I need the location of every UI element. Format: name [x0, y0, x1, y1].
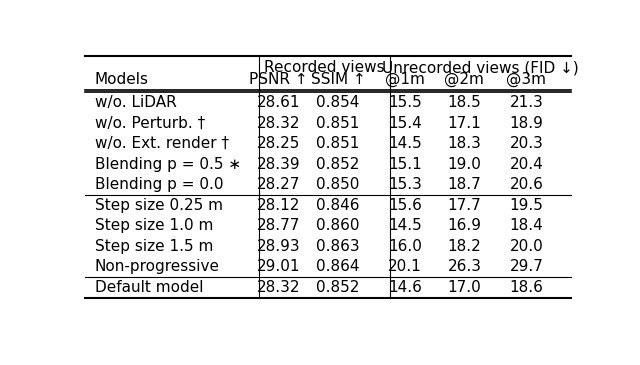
Text: Blending p = 0.0: Blending p = 0.0: [95, 177, 223, 192]
Text: 16.9: 16.9: [447, 218, 481, 233]
Text: @2m: @2m: [444, 72, 484, 87]
Text: 28.93: 28.93: [257, 239, 300, 254]
Text: 20.3: 20.3: [509, 136, 543, 151]
Text: 0.850: 0.850: [316, 177, 360, 192]
Text: 18.5: 18.5: [447, 95, 481, 110]
Text: 14.5: 14.5: [388, 136, 422, 151]
Text: 0.863: 0.863: [316, 239, 360, 254]
Text: 15.1: 15.1: [388, 157, 422, 172]
Text: 20.1: 20.1: [388, 259, 422, 274]
Text: Default model: Default model: [95, 280, 204, 295]
Text: PSNR ↑: PSNR ↑: [249, 72, 308, 87]
Text: 15.4: 15.4: [388, 116, 422, 131]
Text: @3m: @3m: [506, 72, 547, 87]
Text: @1m: @1m: [385, 72, 425, 87]
Text: w/o. Ext. render †: w/o. Ext. render †: [95, 136, 229, 151]
Text: 18.4: 18.4: [509, 218, 543, 233]
Text: Models: Models: [95, 72, 149, 87]
Text: 28.25: 28.25: [257, 136, 300, 151]
Text: 15.5: 15.5: [388, 95, 422, 110]
Text: 28.39: 28.39: [257, 157, 300, 172]
Text: 18.9: 18.9: [509, 116, 543, 131]
Text: 19.0: 19.0: [447, 157, 481, 172]
Text: 14.5: 14.5: [388, 218, 422, 233]
Text: 21.3: 21.3: [509, 95, 543, 110]
Text: 29.7: 29.7: [509, 259, 543, 274]
Text: 17.0: 17.0: [447, 280, 481, 295]
Text: 18.3: 18.3: [447, 136, 481, 151]
Text: Recorded views: Recorded views: [264, 60, 385, 75]
Text: 18.7: 18.7: [447, 177, 481, 192]
Text: Step size 1.5 m: Step size 1.5 m: [95, 239, 213, 254]
Text: 28.12: 28.12: [257, 198, 300, 213]
Text: 28.77: 28.77: [257, 218, 300, 233]
Text: 0.854: 0.854: [316, 95, 360, 110]
Text: Step size 0.25 m: Step size 0.25 m: [95, 198, 223, 213]
Text: Unrecorded views (FID ↓): Unrecorded views (FID ↓): [382, 60, 579, 75]
Text: 0.851: 0.851: [316, 136, 360, 151]
Text: 20.0: 20.0: [509, 239, 543, 254]
Text: w/o. Perturb. †: w/o. Perturb. †: [95, 116, 205, 131]
Text: 14.6: 14.6: [388, 280, 422, 295]
Text: 0.864: 0.864: [316, 259, 360, 274]
Text: 28.32: 28.32: [257, 116, 300, 131]
Text: 28.32: 28.32: [257, 280, 300, 295]
Text: 28.61: 28.61: [257, 95, 300, 110]
Text: Non-progressive: Non-progressive: [95, 259, 220, 274]
Text: 18.6: 18.6: [509, 280, 543, 295]
Text: SSIM ↑: SSIM ↑: [310, 72, 365, 87]
Text: 20.6: 20.6: [509, 177, 543, 192]
Text: 0.852: 0.852: [316, 157, 360, 172]
Text: 19.5: 19.5: [509, 198, 543, 213]
Text: 0.852: 0.852: [316, 280, 360, 295]
Text: 0.851: 0.851: [316, 116, 360, 131]
Text: 16.0: 16.0: [388, 239, 422, 254]
Text: 15.6: 15.6: [388, 198, 422, 213]
Text: 18.2: 18.2: [447, 239, 481, 254]
Text: 15.3: 15.3: [388, 177, 422, 192]
Text: 0.846: 0.846: [316, 198, 360, 213]
Text: Blending p = 0.5 ∗: Blending p = 0.5 ∗: [95, 157, 241, 172]
Text: Step size 1.0 m: Step size 1.0 m: [95, 218, 213, 233]
Text: 29.01: 29.01: [257, 259, 300, 274]
Text: 20.4: 20.4: [509, 157, 543, 172]
Text: 17.1: 17.1: [447, 116, 481, 131]
Text: 0.860: 0.860: [316, 218, 360, 233]
Text: 26.3: 26.3: [447, 259, 481, 274]
Text: 28.27: 28.27: [257, 177, 300, 192]
Text: w/o. LiDAR: w/o. LiDAR: [95, 95, 177, 110]
Text: 17.7: 17.7: [447, 198, 481, 213]
